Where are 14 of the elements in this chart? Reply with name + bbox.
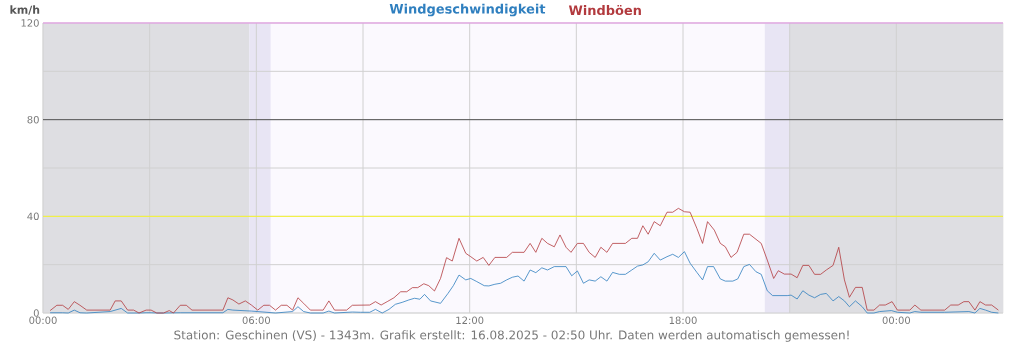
y-axis-title: km/h xyxy=(10,5,40,15)
text: Windgeschwindigkeit xyxy=(389,3,546,17)
y-tick-label: 120 xyxy=(21,19,39,27)
x-tick-label: 00:00 xyxy=(29,316,57,325)
text: Station: Geschinen (VS) - 1343m. Grafik erstellt: 16.08.2025 - 02:50 Uhr. Daten werden automatisch gemessen! xyxy=(174,330,849,342)
x-tick-label: 00:00 xyxy=(882,316,911,325)
x-tick-label: 12:00 xyxy=(456,316,484,325)
text: Windböen xyxy=(568,4,641,16)
x-tick-label: 18:00 xyxy=(669,316,697,325)
x-tick-label: 06:00 xyxy=(242,316,271,325)
y-tick-label: 0 xyxy=(33,309,39,317)
y-tick-label: 80 xyxy=(27,115,39,124)
y-tick-label: 40 xyxy=(27,212,39,221)
line-series xyxy=(49,207,999,314)
